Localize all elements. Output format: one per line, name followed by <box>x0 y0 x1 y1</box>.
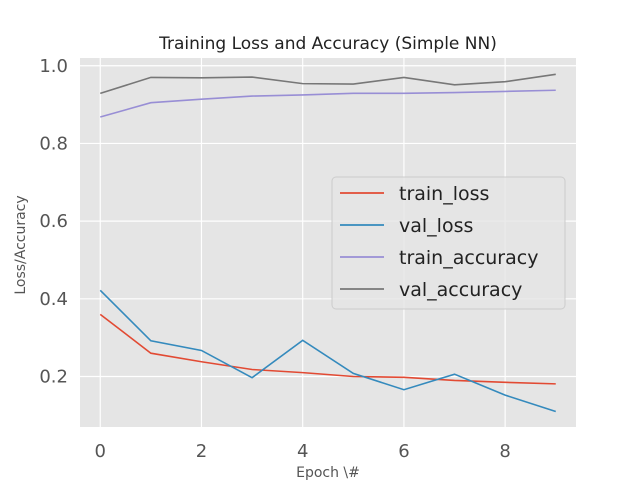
legend-label: train_accuracy <box>399 247 538 269</box>
legend: train_loss val_loss train_accuracy val_accu… <box>331 176 566 310</box>
x-axis-label: Epoch \# <box>296 465 360 480</box>
y-tick-label: 0.4 <box>39 289 68 310</box>
x-axis-ticks: 0 2 4 6 8 <box>95 441 511 462</box>
series-lines <box>99 73 557 413</box>
y-axis-ticks: 0.2 0.4 0.6 0.8 1.0 <box>39 56 68 388</box>
legend-box <box>331 176 566 310</box>
x-tick-label: 6 <box>398 441 409 462</box>
x-tick-label: 8 <box>499 441 510 462</box>
chart-title: Training Loss and Accuracy (Simple NN) <box>158 34 497 54</box>
x-tick-label: 0 <box>95 441 106 462</box>
x-tick-label: 4 <box>297 441 308 462</box>
y-tick-label: 1.0 <box>39 56 68 77</box>
y-tick-label: 0.8 <box>39 133 68 154</box>
series-line-val-loss <box>99 289 557 413</box>
legend-label: val_accuracy <box>399 279 522 301</box>
series-line-val-accuracy <box>100 73 556 95</box>
x-tick-label: 2 <box>196 441 207 462</box>
series-line-train-accuracy <box>100 89 556 118</box>
y-axis-label: Loss/Accuracy <box>13 195 29 294</box>
y-tick-label: 0.6 <box>39 211 68 232</box>
y-tick-label: 0.2 <box>39 367 68 388</box>
legend-label: val_loss <box>399 215 473 237</box>
legend-label: train_loss <box>399 183 489 205</box>
series-line-train-loss <box>99 313 556 385</box>
